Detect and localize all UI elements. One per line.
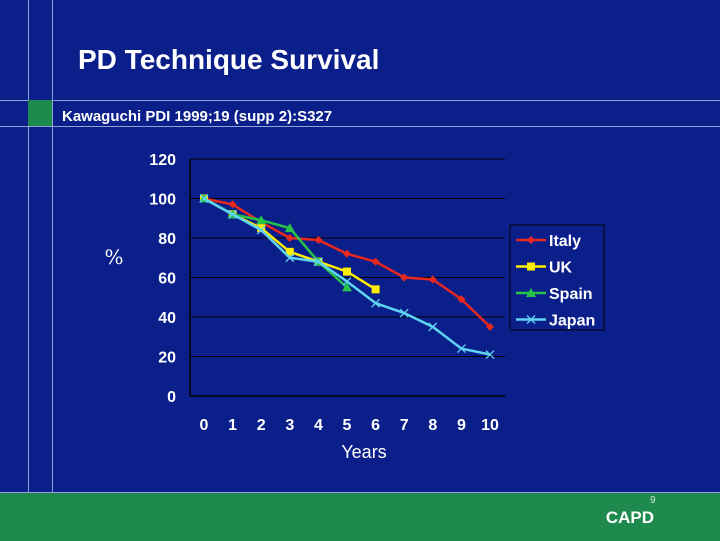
- legend-box: [509, 224, 605, 331]
- page-number: 9: [650, 495, 656, 506]
- data-point-japan-1: [228, 209, 238, 219]
- data-point-japan-9: [456, 344, 466, 354]
- data-point-spain-2: [256, 215, 267, 225]
- x-tick-label-6: 6: [371, 417, 380, 434]
- x-tick-label-9: 9: [457, 417, 466, 434]
- x-tick-label-5: 5: [343, 417, 352, 434]
- x-tick-label-1: 1: [228, 417, 237, 434]
- data-point-uk-6: [371, 285, 380, 294]
- survival-chart: 0 20 40 60 80 100 120 0 1 2 3 4 5 6 7 8 9 10 Italy UK Spain…: [104, 152, 605, 462]
- accent-square: [28, 100, 52, 126]
- x-tick-label-2: 2: [257, 417, 266, 434]
- y-tick-label-120: 120: [149, 152, 176, 169]
- data-point-japan-2: [256, 225, 266, 235]
- y-tick-label-60: 60: [158, 271, 176, 288]
- data-point-italy-7: [400, 273, 409, 282]
- data-point-italy-4: [314, 235, 323, 244]
- data-point-italy-5: [343, 249, 351, 258]
- legend-marker-italy: [527, 236, 535, 244]
- data-point-japan-3: [285, 253, 295, 263]
- slide-title: PD Technique Survival: [78, 44, 380, 75]
- footer-band: [0, 492, 720, 541]
- legend-label-spain: Spain: [549, 286, 593, 303]
- left-rule-inner: [52, 0, 53, 492]
- legend-marker-japan: [526, 315, 536, 324]
- data-point-italy-3: [285, 234, 294, 242]
- data-point-japan-6: [371, 298, 381, 308]
- x-tick-label-7: 7: [400, 417, 409, 434]
- data-point-spain-5: [342, 282, 352, 292]
- data-point-uk-2: [257, 224, 266, 233]
- legend-marker-uk: [527, 262, 535, 271]
- data-point-uk-3: [285, 247, 294, 256]
- y-tick-label-80: 80: [158, 231, 176, 248]
- legend-label-italy: Italy: [549, 233, 581, 250]
- legend-marker-spain: [526, 288, 536, 297]
- y-tick-label-40: 40: [158, 310, 176, 327]
- data-point-italy-1: [228, 200, 237, 209]
- x-axis-label: Years: [341, 442, 386, 462]
- title-rule-bottom: [0, 126, 720, 127]
- x-tick-label-4: 4: [314, 417, 323, 434]
- data-point-japan-0: [199, 194, 209, 203]
- data-point-japan-10: [485, 350, 495, 359]
- footer-label: CAPD: [605, 508, 654, 527]
- data-point-italy-6: [371, 257, 380, 266]
- slide-citation: Kawaguchi PDI 1999;19 (supp 2):S327: [62, 108, 333, 125]
- legend-label-japan: Japan: [549, 313, 595, 330]
- data-point-italy-10: [486, 322, 494, 331]
- y-tick-label-20: 20: [158, 350, 176, 367]
- y-tick-label-0: 0: [167, 389, 176, 406]
- data-point-spain-3: [284, 223, 295, 233]
- data-point-italy-8: [428, 275, 437, 284]
- y-tick-label-100: 100: [149, 192, 176, 209]
- x-tick-label-10: 10: [481, 417, 499, 434]
- x-tick-label-0: 0: [200, 417, 209, 434]
- legend-label-uk: UK: [549, 260, 573, 277]
- title-rule-top: [0, 100, 720, 101]
- data-point-italy-9: [457, 295, 466, 304]
- x-tick-label-3: 3: [285, 417, 294, 434]
- series-line-japan: [203, 197, 491, 356]
- data-point-japan-7: [399, 308, 409, 318]
- data-point-japan-5: [342, 276, 352, 286]
- y-axis-label: %: [104, 245, 123, 269]
- data-point-japan-8: [428, 322, 438, 332]
- x-tick-label-8: 8: [428, 417, 437, 434]
- data-point-uk-5: [343, 267, 351, 276]
- data-point-japan-4: [313, 257, 323, 267]
- left-rule-outer: [28, 0, 29, 492]
